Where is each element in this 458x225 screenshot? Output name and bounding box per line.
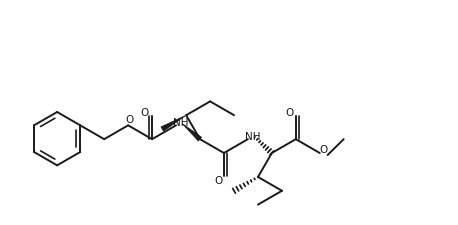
Text: NH: NH xyxy=(245,132,261,142)
Text: NH: NH xyxy=(173,118,189,128)
Polygon shape xyxy=(182,124,202,141)
Text: O: O xyxy=(140,107,148,117)
Text: O: O xyxy=(214,176,222,186)
Polygon shape xyxy=(161,116,186,132)
Text: O: O xyxy=(286,107,294,117)
Text: O: O xyxy=(320,144,328,154)
Text: O: O xyxy=(125,115,133,125)
